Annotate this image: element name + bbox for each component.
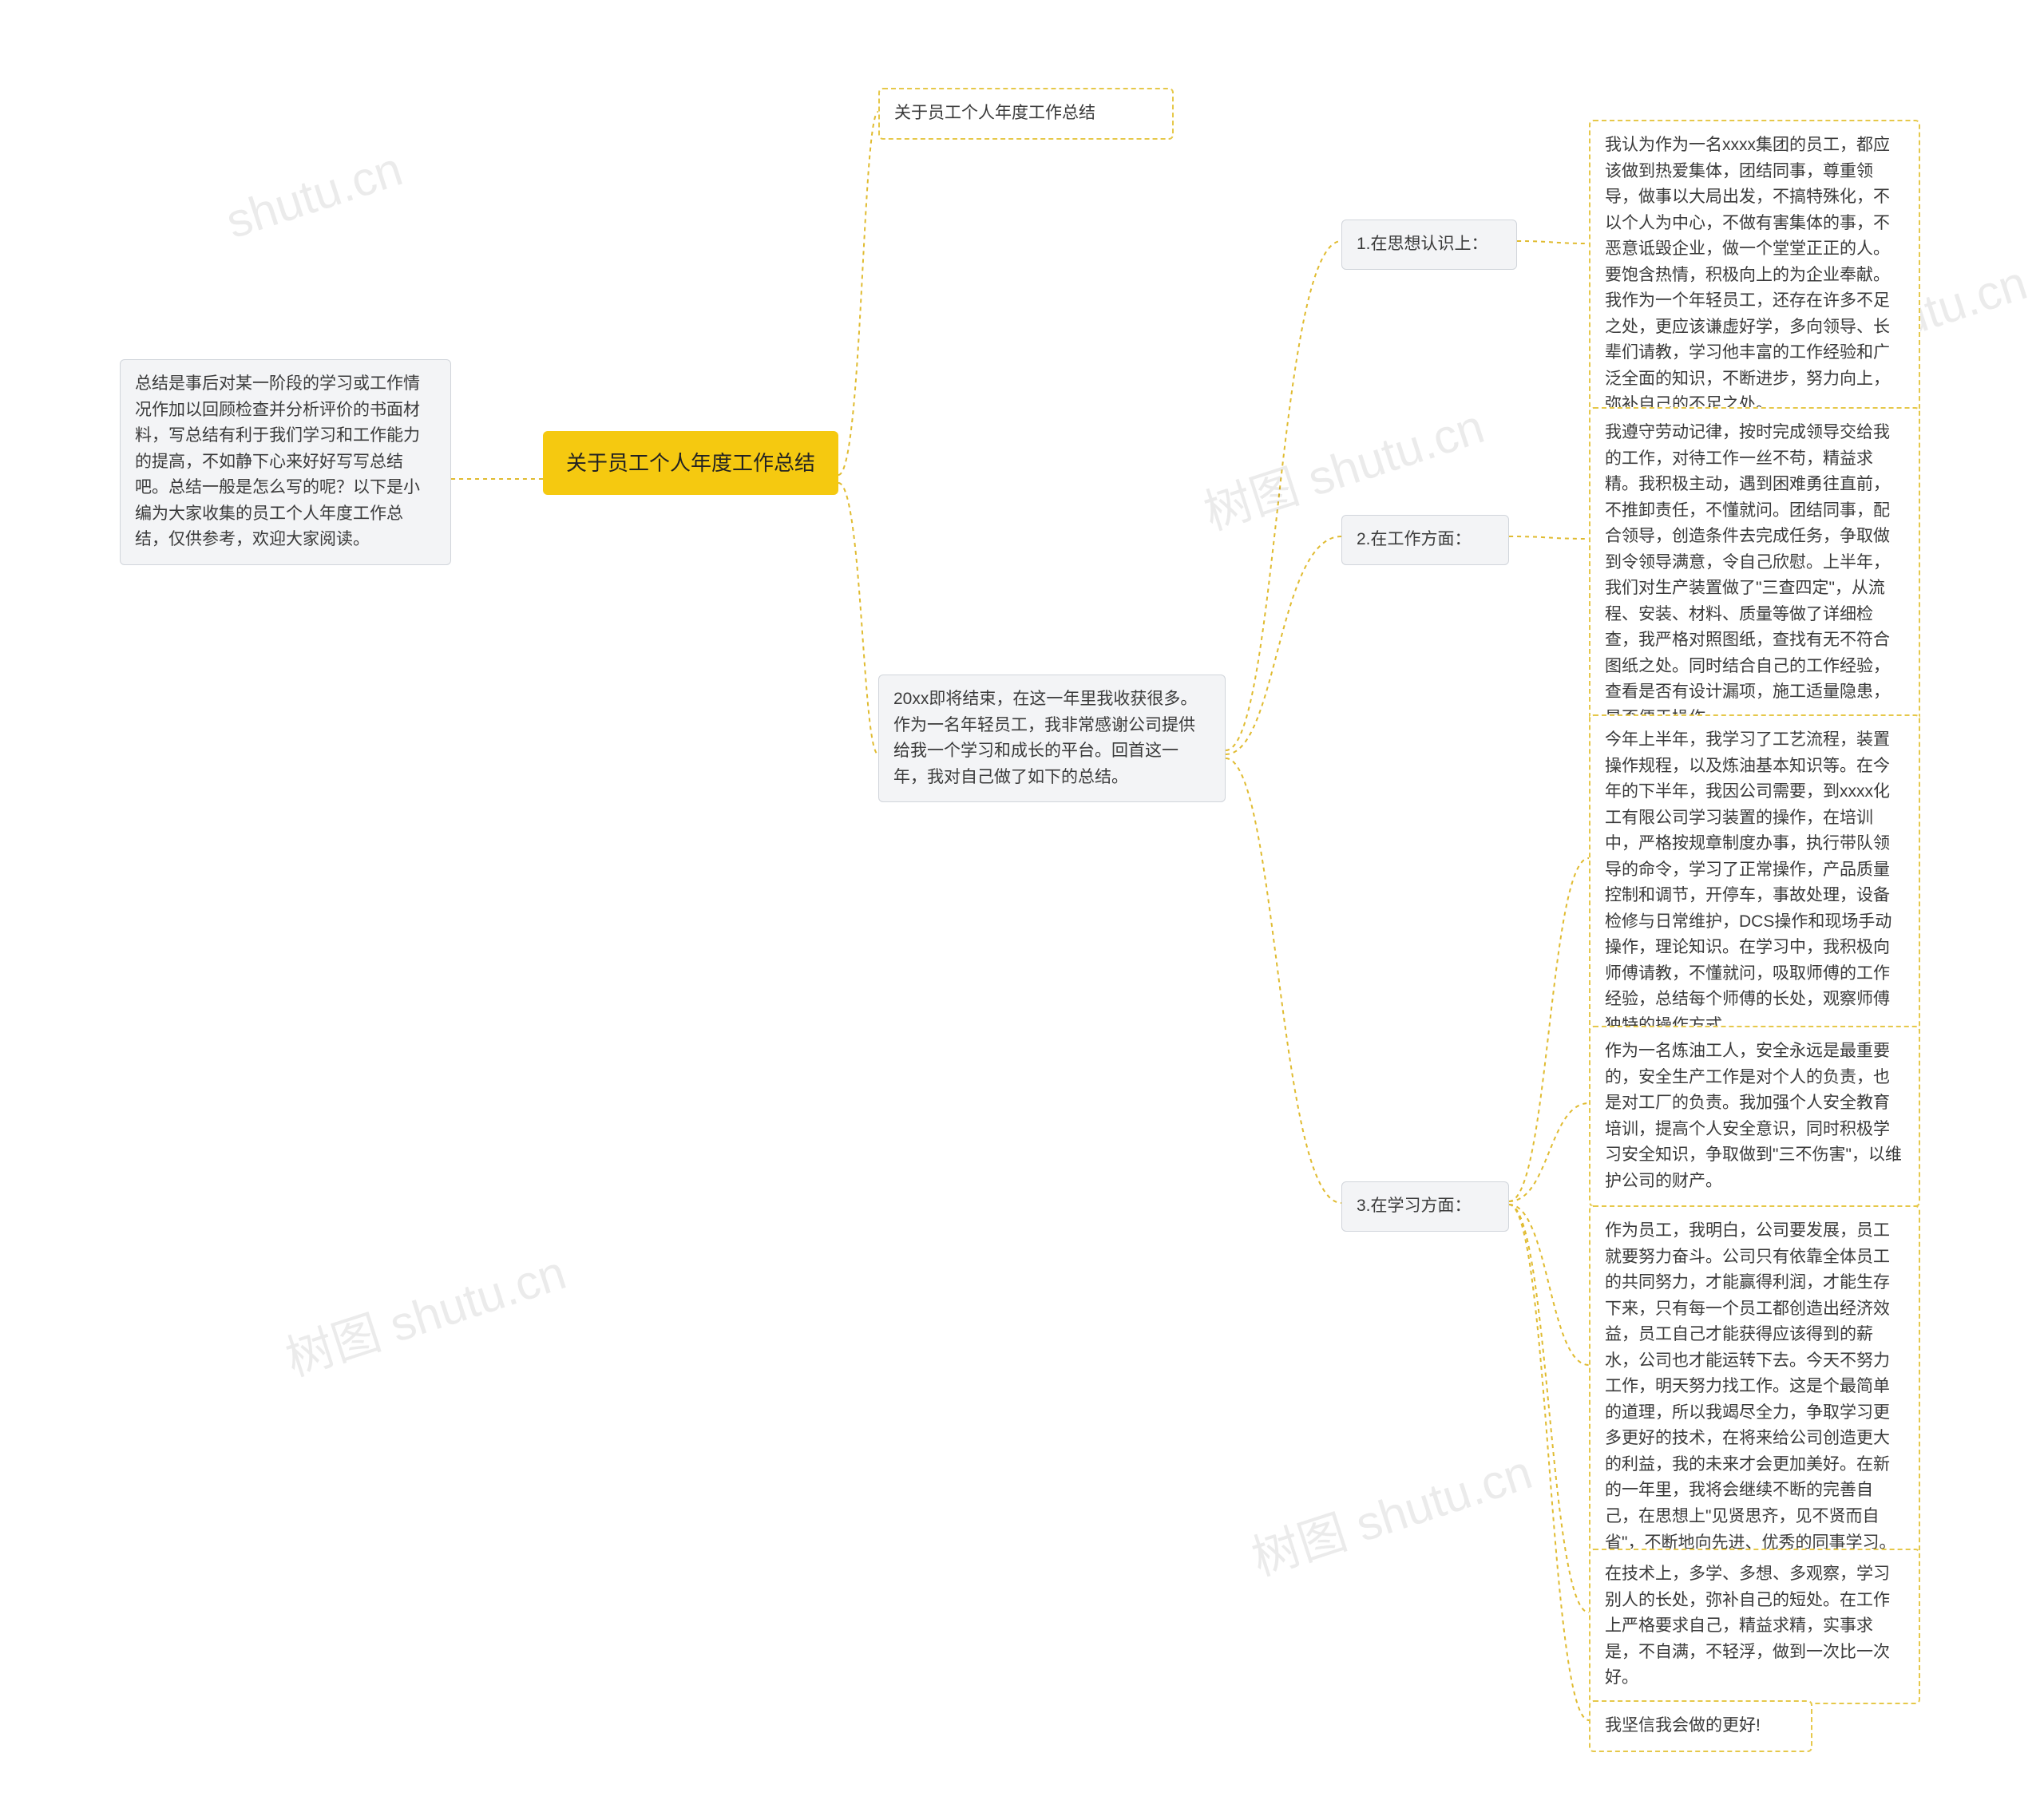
section-3-item: 作为一名炼油工人，安全永远是最重要的，安全生产工作是对个人的负责，也是对工厂的负… (1589, 1026, 1920, 1207)
watermark: 树图 shutu.cn (1242, 1434, 1539, 1589)
section-3-item: 作为员工，我明白，公司要发展，员工就要努力奋斗。公司只有依靠全体员工的共同努力，… (1589, 1205, 1920, 1569)
section-3-item: 今年上半年，我学习了工艺流程，装置操作规程，以及炼油基本知识等。在今年的下半年，… (1589, 714, 1920, 1052)
root-node: 关于员工个人年度工作总结 (543, 431, 838, 495)
watermark: shutu.cn (220, 141, 409, 250)
section-2-label: 2.在工作方面： (1341, 515, 1509, 565)
section-1-item: 我认为作为一名xxxx集团的员工，都应该做到热爱集体，团结同事，尊重领导，做事以… (1589, 120, 1920, 431)
section-3-label: 3.在学习方面： (1341, 1181, 1509, 1232)
section-3-item: 我坚信我会做的更好! (1589, 1700, 1812, 1752)
watermark: 树图 shutu.cn (275, 1234, 573, 1390)
section-3-item: 在技术上，多学、多想、多观察，学习别人的长处，弥补自己的短处。在工作上严格要求自… (1589, 1549, 1920, 1704)
header-node: 关于员工个人年度工作总结 (878, 88, 1174, 140)
intro-node: 总结是事后对某一阶段的学习或工作情况作加以回顾检查并分析评价的书面材料，写总结有… (120, 359, 451, 565)
section-2-item: 我遵守劳动记律，按时完成领导交给我的工作，对待工作一丝不苟，精益求精。我积极主动… (1589, 407, 1920, 745)
section-1-label: 1.在思想认识上： (1341, 220, 1517, 270)
preamble-node: 20xx即将结束，在这一年里我收获很多。作为一名年轻员工，我非常感谢公司提供给我… (878, 675, 1226, 802)
mindmap-canvas: shutu.cn 树图 shutu.cn 树图 shutu.cn 树图 shut… (0, 0, 2044, 1816)
